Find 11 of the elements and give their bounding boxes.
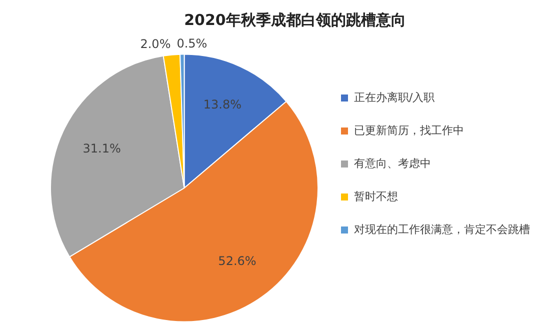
- data-label: 52.6%: [218, 254, 256, 268]
- legend-label: 暂时不想: [354, 190, 398, 203]
- data-label: 31.1%: [82, 142, 121, 156]
- legend-label: 对现在的工作很满意，肯定不会跳槽: [354, 222, 530, 236]
- legend-label: 已更新简历，找工作中: [354, 124, 464, 137]
- chart-title: 2020年秋季成都白领的跳槽意向: [184, 10, 406, 29]
- legend-label: 正在办离职/入职: [354, 90, 435, 104]
- data-label: 13.8%: [203, 98, 242, 112]
- data-label: 2.0%: [140, 37, 171, 52]
- legend-label: 有意向、考虑中: [354, 156, 431, 170]
- data-label: 0.5%: [176, 36, 208, 50]
